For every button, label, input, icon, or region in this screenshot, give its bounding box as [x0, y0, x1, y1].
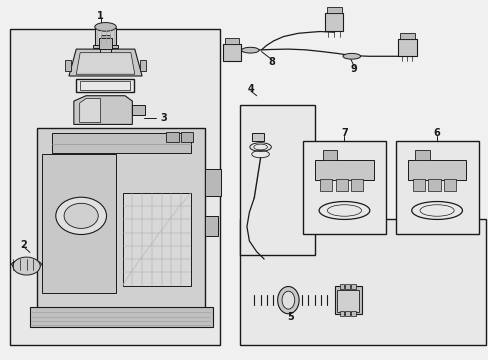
Polygon shape — [69, 49, 142, 76]
Bar — [345, 311, 349, 316]
Bar — [395, 140, 478, 234]
Bar — [339, 284, 343, 289]
Bar — [350, 284, 355, 289]
Bar — [397, 39, 416, 56]
Bar — [93, 45, 118, 48]
Bar — [443, 179, 455, 191]
Bar — [239, 105, 315, 255]
Bar — [303, 140, 385, 234]
Bar — [399, 33, 414, 39]
Bar — [166, 132, 178, 142]
Bar — [350, 179, 363, 191]
Polygon shape — [80, 99, 101, 123]
Text: 6: 6 — [433, 129, 440, 138]
Polygon shape — [74, 96, 132, 125]
Ellipse shape — [12, 260, 41, 269]
Bar — [222, 44, 241, 61]
Ellipse shape — [277, 287, 299, 314]
Ellipse shape — [342, 53, 360, 59]
Bar — [42, 154, 116, 293]
Bar — [52, 134, 190, 153]
Bar — [95, 28, 116, 45]
Text: 1: 1 — [97, 11, 104, 21]
Ellipse shape — [241, 47, 259, 53]
Bar — [315, 160, 373, 180]
Bar — [224, 38, 239, 44]
Bar — [76, 78, 134, 92]
Bar — [100, 48, 111, 59]
Text: 8: 8 — [267, 57, 274, 67]
Text: 4: 4 — [247, 84, 254, 94]
Bar — [65, 60, 71, 71]
Ellipse shape — [12, 260, 41, 269]
Bar — [407, 160, 466, 180]
Bar — [325, 13, 343, 31]
Bar — [10, 30, 220, 345]
Bar — [30, 307, 212, 327]
Bar — [334, 286, 361, 315]
Text: 3: 3 — [161, 113, 167, 123]
Ellipse shape — [282, 291, 294, 309]
Ellipse shape — [12, 260, 41, 269]
Bar — [350, 311, 355, 316]
Bar — [37, 128, 205, 311]
Ellipse shape — [56, 197, 106, 234]
Bar — [99, 38, 112, 49]
Bar — [251, 133, 264, 140]
Text: 7: 7 — [341, 129, 347, 138]
Text: 5: 5 — [287, 312, 294, 322]
Bar — [335, 179, 347, 191]
Bar — [345, 284, 349, 289]
Polygon shape — [76, 53, 135, 74]
Bar — [326, 7, 341, 13]
Bar — [336, 290, 358, 312]
Bar — [412, 179, 424, 191]
Bar — [80, 81, 130, 90]
Bar — [239, 220, 485, 345]
Text: 2: 2 — [20, 239, 27, 249]
Bar — [140, 60, 146, 71]
Bar — [101, 35, 110, 38]
Ellipse shape — [64, 203, 98, 228]
Bar — [414, 149, 429, 160]
Ellipse shape — [12, 260, 41, 269]
Bar — [205, 216, 217, 235]
Ellipse shape — [13, 257, 40, 275]
Bar — [132, 105, 144, 116]
Bar — [339, 311, 343, 316]
Text: 9: 9 — [350, 64, 357, 74]
Bar — [322, 149, 336, 160]
Bar — [427, 179, 440, 191]
Bar — [98, 58, 113, 60]
Bar — [181, 132, 193, 142]
Bar — [122, 193, 190, 286]
Bar — [205, 169, 221, 196]
Bar — [320, 179, 331, 191]
Ellipse shape — [12, 260, 41, 269]
Ellipse shape — [95, 23, 116, 31]
